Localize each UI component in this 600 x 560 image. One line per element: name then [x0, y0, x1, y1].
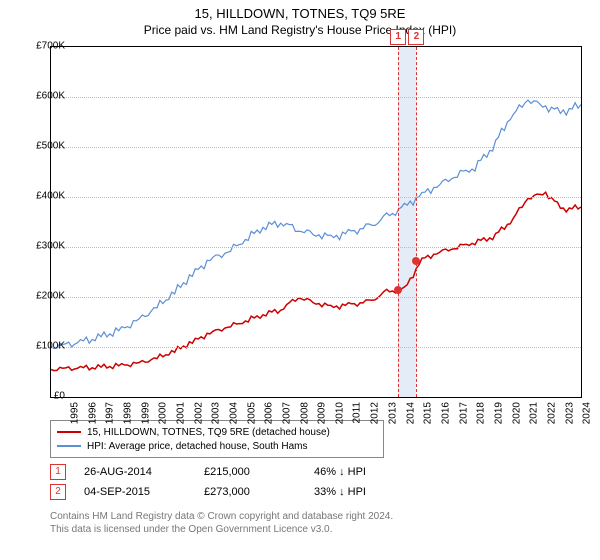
- x-tick-label: 2019: [493, 402, 504, 424]
- x-tick-label: 2001: [175, 402, 186, 424]
- x-tick-label: 2004: [228, 402, 239, 424]
- gridline: [51, 297, 581, 298]
- legend-box: 15, HILLDOWN, TOTNES, TQ9 5RE (detached …: [50, 420, 384, 458]
- plot-area: 12: [50, 46, 582, 398]
- footer-text: Contains HM Land Registry data © Crown c…: [50, 510, 393, 536]
- x-tick-label: 1995: [69, 402, 80, 424]
- line-chart-svg: [51, 47, 581, 397]
- x-tick-label: 2007: [281, 402, 292, 424]
- x-tick-label: 2016: [440, 402, 451, 424]
- sale-date: 04-SEP-2015: [84, 486, 204, 498]
- footer-line: This data is licensed under the Open Gov…: [50, 523, 393, 536]
- x-tick-label: 2015: [423, 402, 434, 424]
- x-tick-label: 2003: [211, 402, 222, 424]
- series-line: [51, 192, 581, 370]
- gridline: [51, 347, 581, 348]
- y-tick-label: £100K: [36, 341, 65, 352]
- x-tick-label: 1996: [87, 402, 98, 424]
- y-tick-label: £500K: [36, 141, 65, 152]
- legend-item: 15, HILLDOWN, TOTNES, TQ9 5RE (detached …: [57, 425, 377, 439]
- x-tick-label: 2018: [476, 402, 487, 424]
- x-tick-label: 1998: [122, 402, 133, 424]
- sale-price: £273,000: [204, 486, 314, 498]
- gridline: [51, 147, 581, 148]
- sale-date: 26-AUG-2014: [84, 466, 204, 478]
- marker-flag: 1: [390, 29, 406, 45]
- x-tick-label: 2006: [264, 402, 275, 424]
- y-tick-label: £400K: [36, 191, 65, 202]
- y-tick-label: £0: [54, 391, 65, 402]
- sale-marker-icon: 1: [50, 464, 66, 480]
- sale-point-icon: [412, 257, 420, 265]
- sales-row: 1 26-AUG-2014 £215,000 46% ↓ HPI: [50, 462, 366, 482]
- sale-delta: 33% ↓ HPI: [314, 486, 366, 498]
- x-tick-label: 1997: [105, 402, 116, 424]
- x-tick-label: 2005: [246, 402, 257, 424]
- legend-item: HPI: Average price, detached house, Sout…: [57, 439, 377, 453]
- sale-delta: 46% ↓ HPI: [314, 466, 366, 478]
- chart-title: 15, HILLDOWN, TOTNES, TQ9 5RE: [0, 0, 600, 21]
- x-tick-label: 2014: [405, 402, 416, 424]
- chart-subtitle: Price paid vs. HM Land Registry's House …: [0, 21, 600, 37]
- sale-point-icon: [394, 286, 402, 294]
- y-tick-label: £700K: [36, 41, 65, 52]
- x-tick-label: 2008: [299, 402, 310, 424]
- x-tick-label: 2012: [370, 402, 381, 424]
- series-line: [51, 100, 581, 348]
- legend-swatch: [57, 445, 81, 447]
- gridline: [51, 97, 581, 98]
- x-tick-label: 2009: [317, 402, 328, 424]
- y-tick-label: £200K: [36, 291, 65, 302]
- x-tick-label: 2017: [458, 402, 469, 424]
- legend-label: HPI: Average price, detached house, Sout…: [87, 441, 308, 452]
- sale-price: £215,000: [204, 466, 314, 478]
- x-tick-label: 1999: [140, 402, 151, 424]
- x-tick-label: 2002: [193, 402, 204, 424]
- marker-line: [416, 47, 417, 397]
- x-tick-label: 2022: [546, 402, 557, 424]
- footer-line: Contains HM Land Registry data © Crown c…: [50, 510, 393, 523]
- y-tick-label: £600K: [36, 91, 65, 102]
- x-tick-label: 2010: [334, 402, 345, 424]
- x-tick-label: 2020: [511, 402, 522, 424]
- x-tick-label: 2011: [351, 402, 362, 424]
- x-tick-label: 2013: [387, 402, 398, 424]
- x-tick-label: 2023: [564, 402, 575, 424]
- x-tick-label: 2021: [529, 402, 540, 424]
- legend-swatch: [57, 431, 81, 433]
- marker-flag: 2: [408, 29, 424, 45]
- sale-marker-icon: 2: [50, 484, 66, 500]
- sales-table: 1 26-AUG-2014 £215,000 46% ↓ HPI 2 04-SE…: [50, 462, 366, 502]
- sales-row: 2 04-SEP-2015 £273,000 33% ↓ HPI: [50, 482, 366, 502]
- marker-line: [398, 47, 399, 397]
- legend-label: 15, HILLDOWN, TOTNES, TQ9 5RE (detached …: [87, 427, 330, 438]
- x-tick-label: 2000: [158, 402, 169, 424]
- y-tick-label: £300K: [36, 241, 65, 252]
- gridline: [51, 197, 581, 198]
- x-tick-label: 2024: [582, 402, 593, 424]
- gridline: [51, 247, 581, 248]
- chart-container: 15, HILLDOWN, TOTNES, TQ9 5RE Price paid…: [0, 0, 600, 560]
